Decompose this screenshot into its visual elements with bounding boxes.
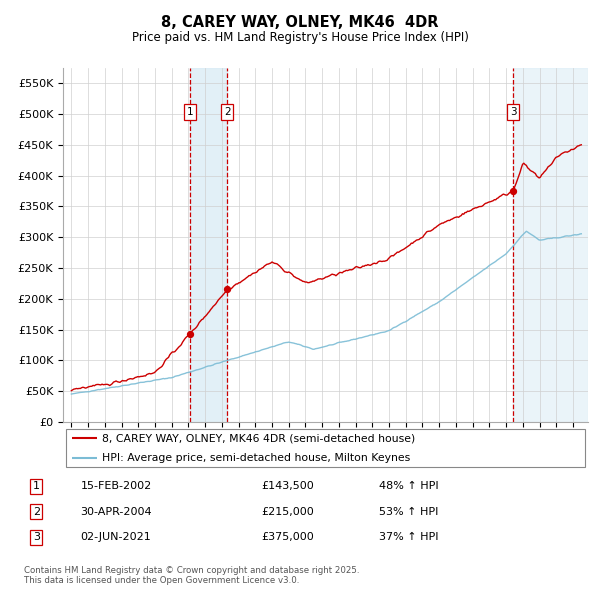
- Text: 3: 3: [510, 107, 517, 117]
- Point: [223, 285, 232, 294]
- Text: 8, CAREY WAY, OLNEY, MK46  4DR: 8, CAREY WAY, OLNEY, MK46 4DR: [161, 15, 439, 30]
- Text: 37% ↑ HPI: 37% ↑ HPI: [379, 532, 439, 542]
- Text: 1: 1: [187, 107, 194, 117]
- Text: 1: 1: [33, 481, 40, 491]
- Text: HPI: Average price, semi-detached house, Milton Keynes: HPI: Average price, semi-detached house,…: [103, 453, 410, 463]
- Text: 02-JUN-2021: 02-JUN-2021: [80, 532, 151, 542]
- Text: 2: 2: [224, 107, 230, 117]
- Text: £375,000: £375,000: [261, 532, 314, 542]
- Text: Price paid vs. HM Land Registry's House Price Index (HPI): Price paid vs. HM Land Registry's House …: [131, 31, 469, 44]
- Text: 2: 2: [33, 507, 40, 517]
- Text: 8, CAREY WAY, OLNEY, MK46 4DR (semi-detached house): 8, CAREY WAY, OLNEY, MK46 4DR (semi-deta…: [103, 433, 416, 443]
- Text: Contains HM Land Registry data © Crown copyright and database right 2025.
This d: Contains HM Land Registry data © Crown c…: [24, 566, 359, 585]
- Text: 53% ↑ HPI: 53% ↑ HPI: [379, 507, 439, 517]
- Bar: [190, 68, 227, 422]
- Text: 15-FEB-2002: 15-FEB-2002: [80, 481, 152, 491]
- Bar: [513, 68, 588, 422]
- Text: 30-APR-2004: 30-APR-2004: [80, 507, 152, 517]
- Text: £215,000: £215,000: [261, 507, 314, 517]
- Text: 48% ↑ HPI: 48% ↑ HPI: [379, 481, 439, 491]
- Point: [508, 186, 518, 196]
- Point: [185, 329, 195, 338]
- Text: £143,500: £143,500: [261, 481, 314, 491]
- FancyBboxPatch shape: [65, 429, 586, 467]
- Text: 3: 3: [33, 532, 40, 542]
